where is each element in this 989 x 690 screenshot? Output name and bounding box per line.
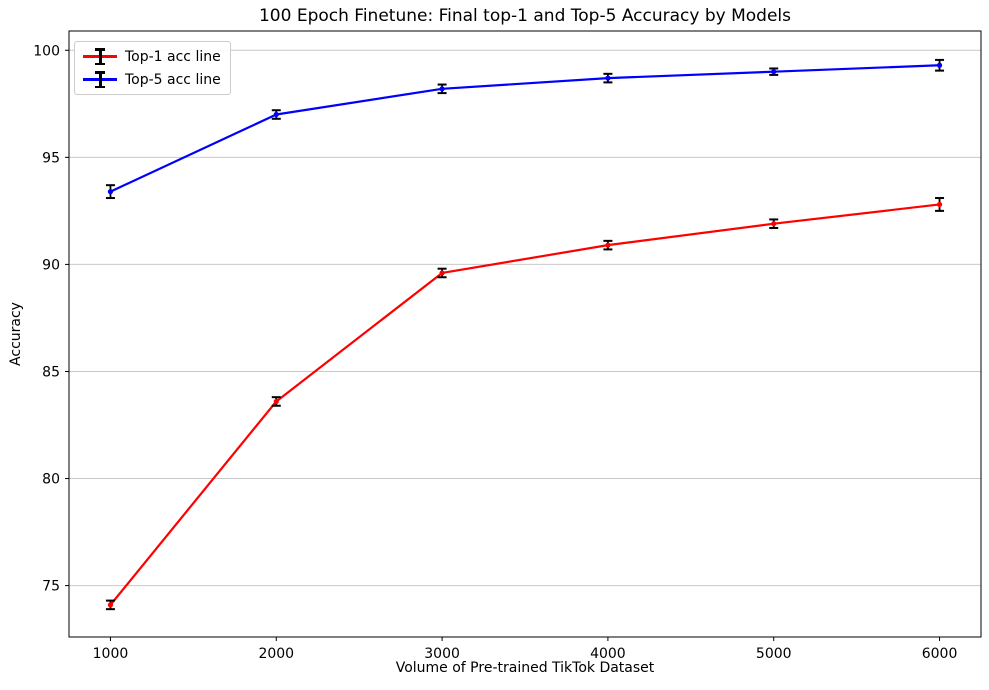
data-point [439,270,445,276]
data-point [771,221,777,227]
legend-errorbar-cap-bottom [95,62,105,65]
legend-errorbar-cap-bottom [95,85,105,88]
legend-label-top1: Top-1 acc line [125,48,221,65]
data-point [107,189,114,195]
y-tick-label: 95 [42,150,60,166]
data-point [439,86,445,92]
data-point [273,111,279,118]
data-point [107,602,114,608]
y-tick-label: 80 [42,472,60,488]
y-tick-label: 100 [33,43,60,59]
y-tick-label: 75 [42,579,60,595]
x-tick-label: 2000 [258,646,294,662]
x-tick-label: 6000 [922,646,958,662]
legend: Top-1 acc line Top-5 acc line [74,41,231,95]
x-tick-label: 3000 [424,646,460,662]
y-axis-label: Accuracy [8,302,24,366]
legend-errorbar-sample-icon [83,70,117,89]
legend-item-top1: Top-1 acc line [83,47,221,66]
legend-item-top5: Top-5 acc line [83,70,221,89]
x-tick-label: 5000 [756,646,792,662]
data-point [771,69,777,75]
x-axis-label: Volume of Pre-trained TikTok Dataset [395,660,655,676]
chart-title: 100 Epoch Finetune: Final top-1 and Top-… [258,6,791,26]
legend-errorbar-sample-icon [83,47,117,66]
plot-border [68,30,982,638]
x-tick-label: 4000 [590,646,626,662]
data-point [605,242,611,248]
data-point [273,398,279,405]
x-tick-label: 1000 [93,646,129,662]
legend-label-top5: Top-5 acc line [125,71,221,88]
series-line-0 [109,203,940,606]
legend-errorbar-mark [98,49,102,64]
y-tick-label: 85 [42,364,60,380]
data-point [605,75,611,81]
data-point [936,201,943,208]
legend-errorbar-cap-top [95,71,105,74]
y-tick-label: 90 [42,257,60,273]
data-point [936,62,943,68]
legend-errorbar-mark [98,72,102,87]
legend-errorbar-cap-top [95,48,105,51]
series-line-1 [109,64,940,193]
